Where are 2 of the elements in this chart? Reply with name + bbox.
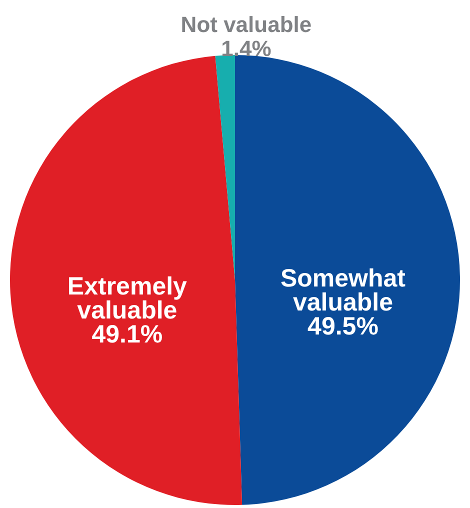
data-label: 1.4% bbox=[221, 36, 272, 62]
slice-label: Not valuable bbox=[180, 12, 312, 38]
